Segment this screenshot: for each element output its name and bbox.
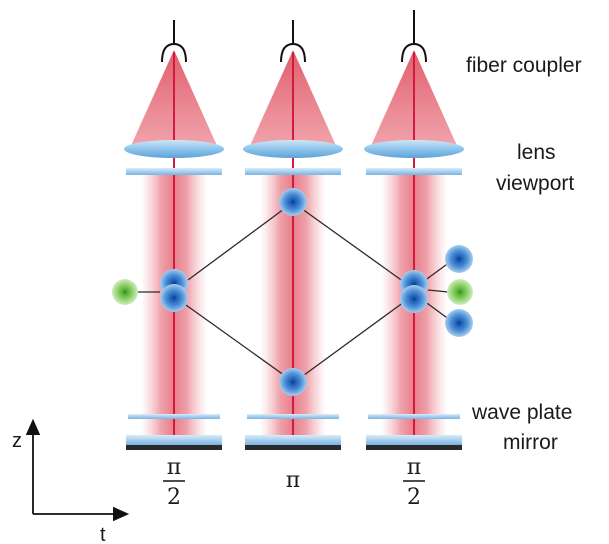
mirror-base [245,445,341,450]
lens [364,140,464,158]
mirror [126,435,222,445]
label-fiber-coupler: fiber coupler [466,54,582,77]
lens [124,140,224,158]
mirror-base [126,445,222,450]
pulse-denominator: 2 [407,485,421,510]
pulse-denominator: 2 [167,485,181,510]
mirror [366,435,462,445]
atom-green-right [447,279,473,305]
atoms [112,188,473,396]
atom-blue-right-bottom [445,309,473,337]
axes: z t [12,418,130,544]
lens [243,140,343,158]
mirror-base [366,445,462,450]
beam-column-3 [364,10,464,450]
beam-column-1 [124,20,224,450]
wave-plate [368,414,460,419]
viewport-plate [245,168,341,175]
pulse-numerator: π [407,455,421,480]
viewport-plate [366,168,462,175]
pulse-label-1: π 2 [163,455,185,510]
t-axis-label: t [100,524,106,544]
atom-blue [160,284,188,312]
label-wave-plate: wave plate [471,401,572,424]
atom-blue-top [279,188,307,216]
atom-green-left [112,279,138,305]
z-axis-label: z [12,430,22,452]
pulse-label-3: π 2 [403,455,425,510]
atom-blue [400,285,428,313]
label-viewport: viewport [496,172,574,195]
label-mirror: mirror [503,431,558,454]
viewport-plate [126,168,222,175]
wave-plate [247,414,339,419]
pulse-label-2: π [286,468,300,493]
mirror [245,435,341,445]
atom-blue-bottom [279,368,307,396]
label-lens: lens [517,141,556,164]
pulse-numerator: π [167,455,181,480]
atom-blue-right-top [445,245,473,273]
wave-plate [128,414,220,419]
